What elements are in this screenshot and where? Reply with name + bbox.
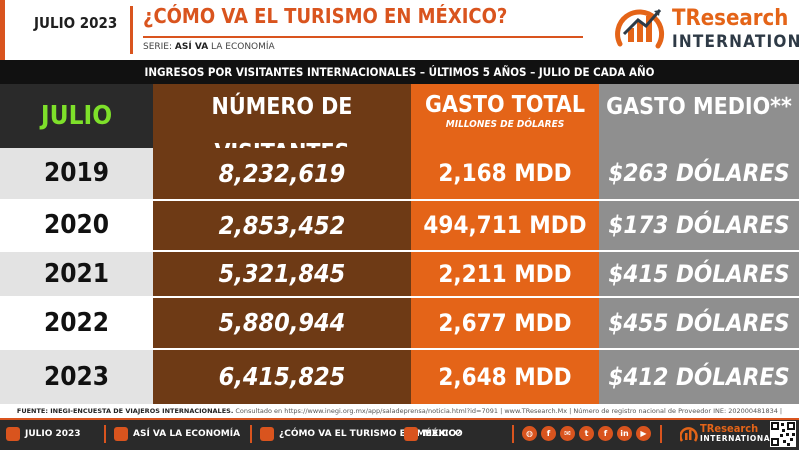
title-underline — [143, 36, 583, 38]
footer-month: JULIO 2023 — [6, 426, 81, 442]
row-visitors-cell: 6,415,825 — [153, 350, 411, 404]
row-year-cell: 2021 — [0, 252, 153, 296]
footer-country: MÉXICO — [404, 426, 463, 442]
series-name: ASÍ VA — [174, 42, 209, 52]
footer-logo: TResearch INTERNATIONAL — [680, 422, 775, 446]
row-spending-cell: 2,648 MDD — [411, 350, 599, 404]
header: JULIO 2023 ¿CÓMO VA EL TURISMO EN MÉXICO… — [0, 0, 799, 60]
header-divider — [130, 6, 133, 54]
row-separator — [0, 199, 799, 201]
footer-topic: ¿CÓMO VA EL TURISMO EN MÉXICO? — [260, 426, 461, 442]
row-visitors-cell: 2,853,452 — [153, 201, 411, 250]
footer-country-label: MÉXICO — [423, 429, 463, 439]
row-year-cell: 2023 — [0, 350, 153, 404]
calendar-icon — [6, 426, 20, 441]
footer-separator — [104, 425, 106, 443]
footer-accent — [0, 418, 799, 420]
facebook-icon[interactable]: f — [541, 426, 556, 441]
footer: JULIO 2023 ASÍ VA LA ECONOMÍA ¿CÓMO VA E… — [0, 418, 799, 450]
footer-separator — [660, 425, 662, 443]
row-separator — [0, 348, 799, 350]
logo-chart-icon — [615, 9, 665, 49]
linkedin-icon[interactable]: in — [617, 426, 632, 441]
logo-text-sub: INTERNATIONAL — [672, 32, 799, 52]
row-spending-cell: 2,168 MDD — [411, 148, 599, 199]
location-icon — [404, 426, 418, 441]
web-icon[interactable]: ◍ — [522, 426, 537, 441]
series-line: SERIE: ASÍ VA LA ECONOMÍA — [143, 42, 275, 52]
twitter-icon[interactable]: t — [579, 426, 594, 441]
month-label: JULIO 2023 — [34, 14, 118, 32]
footer-logo-main: TResearch — [700, 422, 759, 435]
source-details: Consultado en https://www.inegi.org.mx/a… — [235, 407, 783, 415]
row-average-cell: $415 DÓLARES — [599, 252, 799, 296]
topic-icon — [260, 426, 274, 441]
header-average: GASTO MEDIO** — [599, 84, 799, 148]
row-year-cell: 2019 — [0, 148, 153, 199]
row-separator — [0, 296, 799, 298]
row-visitors-cell: 5,880,944 — [153, 298, 411, 348]
row-visitors-cell: 5,321,845 — [153, 252, 411, 296]
row-average-cell: $412 DÓLARES — [599, 350, 799, 404]
row-average-cell: $455 DÓLARES — [599, 298, 799, 348]
logo-chart-icon — [680, 427, 698, 442]
qr-code-icon[interactable] — [770, 421, 796, 447]
source-line: FUENTE: INEGI-ENCUESTA DE VIAJEROS INTER… — [0, 404, 799, 418]
page-title: ¿CÓMO VA EL TURISMO EN MÉXICO? — [143, 4, 508, 28]
subtitle-bar: INGRESOS POR VISITANTES INTERNACIONALES … — [0, 60, 799, 84]
row-year-cell: 2022 — [0, 298, 153, 348]
row-separator — [0, 250, 799, 252]
source-label: FUENTE: INEGI-ENCUESTA DE VIAJEROS INTER… — [16, 407, 234, 415]
header-visitors: NÚMERO DE VISITANTES — [153, 84, 411, 166]
economy-icon — [114, 426, 128, 441]
header-accent-band — [0, 0, 5, 60]
footer-series-label: ASÍ VA LA ECONOMÍA — [133, 429, 241, 439]
footer-separator — [250, 425, 252, 443]
footer-series: ASÍ VA LA ECONOMÍA — [114, 426, 240, 442]
footer-separator — [512, 425, 514, 443]
facebook-icon[interactable]: f — [598, 426, 613, 441]
series-prefix: SERIE: — [143, 42, 173, 52]
footer-topic-label: ¿CÓMO VA EL TURISMO EN MÉXICO? — [279, 429, 462, 439]
header-spending-subtitle: MILLONES DE DÓLARES — [445, 119, 565, 130]
youtube-icon[interactable]: ▶ — [636, 426, 651, 441]
header-month: JULIO — [0, 84, 153, 148]
row-year-cell: 2020 — [0, 201, 153, 250]
row-spending-cell: 2,677 MDD — [411, 298, 599, 348]
email-icon[interactable]: ✉ — [560, 426, 575, 441]
tresearch-logo: TResearch INTERNATIONAL — [614, 4, 799, 56]
row-spending-cell: 2,211 MDD — [411, 252, 599, 296]
header-spending-title: GASTO TOTAL — [424, 92, 586, 118]
footer-month-label: JULIO 2023 — [25, 429, 81, 439]
series-rest: LA ECONOMÍA — [211, 42, 275, 52]
header-spending: GASTO TOTAL MILLONES DE DÓLARES — [411, 84, 599, 148]
logo-text-main: TResearch — [672, 6, 789, 31]
row-visitors-cell: 8,232,619 — [153, 148, 411, 199]
row-average-cell: $173 DÓLARES — [599, 201, 799, 250]
footer-logo-sub: INTERNATIONAL — [700, 434, 776, 443]
row-average-cell: $263 DÓLARES — [599, 148, 799, 199]
row-spending-cell: 494,711 MDD — [411, 201, 599, 250]
